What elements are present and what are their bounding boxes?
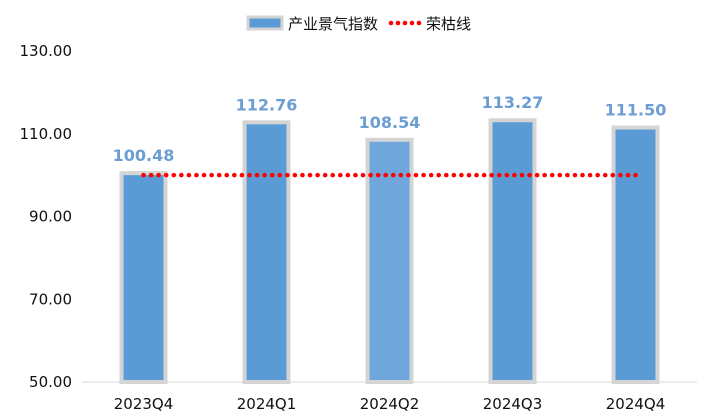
reference-line-dot xyxy=(247,172,252,178)
legend-label-bar: 产业景气指数 xyxy=(288,15,378,33)
reference-line-dot xyxy=(300,172,305,178)
y-tick-label: 70.00 xyxy=(29,290,72,308)
y-tick-label: 110.00 xyxy=(20,125,73,143)
data-label: 113.27 xyxy=(482,93,544,112)
reference-line-dot xyxy=(345,172,351,178)
reference-line-dot xyxy=(390,172,396,178)
bar-series xyxy=(119,118,660,385)
reference-line-dot xyxy=(209,172,214,178)
reference-line-dot xyxy=(618,172,623,178)
reference-line-dot xyxy=(625,172,631,178)
x-tick-label: 2024Q3 xyxy=(483,395,543,413)
reference-line-dot xyxy=(534,172,540,178)
reference-line-dot xyxy=(254,172,260,178)
reference-line-dot xyxy=(580,172,585,178)
reference-line-dot xyxy=(262,172,267,178)
reference-line-dot xyxy=(224,172,230,178)
reference-line-dot xyxy=(481,172,487,178)
reference-line-dot xyxy=(338,172,343,178)
y-axis: 50.00 70.00 90.00 110.00 130.00 xyxy=(20,42,73,391)
reference-line-dot xyxy=(504,172,510,178)
reference-line-dot xyxy=(232,172,237,178)
reference-line-dot xyxy=(171,172,177,178)
data-label: 100.48 xyxy=(113,146,175,165)
data-labels: 100.48 112.76 108.54 113.27 111.50 xyxy=(113,93,667,165)
reference-line-dot xyxy=(277,172,283,178)
reference-line-dot xyxy=(474,172,479,178)
reference-line-dot xyxy=(542,172,547,178)
reference-line-dot xyxy=(595,172,600,178)
reference-line-dot xyxy=(519,172,525,178)
reference-line-dot xyxy=(194,172,199,178)
reference-line-dot xyxy=(527,172,532,178)
reference-line-dot xyxy=(148,172,154,178)
reference-line-dot xyxy=(633,172,638,178)
bar xyxy=(119,171,168,384)
legend-swatch-line xyxy=(388,20,422,26)
reference-line-dot xyxy=(489,172,494,178)
reference-line-dot xyxy=(269,172,275,178)
reference-line-dot xyxy=(368,172,373,178)
reference-line-dot xyxy=(141,172,146,178)
x-tick-label: 2023Q4 xyxy=(114,395,174,413)
reference-line-dot xyxy=(557,172,563,178)
reference-line-dot xyxy=(239,172,245,178)
reference-line-dot xyxy=(436,172,442,178)
reference-line-dot xyxy=(451,172,457,178)
legend-label-line: 荣枯线 xyxy=(426,15,471,33)
bar xyxy=(242,120,291,384)
reference-line-dot xyxy=(375,172,381,178)
reference-line-dot xyxy=(383,172,389,178)
y-tick-label: 90.00 xyxy=(29,208,72,226)
reference-line xyxy=(141,172,638,178)
reference-line-dot xyxy=(587,172,593,178)
reference-line-dot xyxy=(398,172,404,178)
reference-line-dot xyxy=(315,172,320,178)
reference-line-dot xyxy=(330,172,336,178)
reference-line-dot xyxy=(201,172,207,178)
reference-line-dot xyxy=(466,172,472,178)
reference-line-dot xyxy=(572,172,578,178)
reference-line-dot xyxy=(156,172,161,178)
reference-line-dot xyxy=(443,172,449,178)
x-tick-label: 2024Q4 xyxy=(606,395,666,413)
reference-line-dot xyxy=(186,172,192,178)
legend-swatch-bar xyxy=(246,15,284,31)
reference-line-dot xyxy=(602,172,608,178)
reference-line-dot xyxy=(163,172,169,178)
reference-line-dot xyxy=(610,172,616,178)
y-tick-label: 130.00 xyxy=(20,42,73,60)
reference-line-dot xyxy=(360,172,366,178)
reference-line-dot xyxy=(512,172,517,178)
reference-line-dot xyxy=(549,172,555,178)
reference-line-dot xyxy=(428,172,434,178)
bar xyxy=(365,137,414,384)
reference-line-dot xyxy=(322,172,328,178)
y-tick-label: 50.00 xyxy=(29,373,72,391)
data-label: 108.54 xyxy=(359,113,421,132)
legend: 产业景气指数 荣枯线 xyxy=(246,15,471,33)
reference-line-dot xyxy=(216,172,222,178)
reference-line-dot xyxy=(413,172,419,178)
reference-line-dot xyxy=(496,172,502,178)
reference-line-dot xyxy=(179,172,184,178)
x-axis: 2023Q4 2024Q1 2024Q2 2024Q3 2024Q4 xyxy=(114,395,666,413)
bar xyxy=(611,125,660,384)
reference-line-dot xyxy=(459,172,464,178)
reference-line-dot xyxy=(565,172,570,178)
data-label: 111.50 xyxy=(605,101,667,120)
reference-line-dot xyxy=(406,172,411,178)
reference-line-dot xyxy=(292,172,298,178)
reference-line-dot xyxy=(353,172,358,178)
reference-line-dot xyxy=(421,172,426,178)
x-tick-label: 2024Q1 xyxy=(237,395,297,413)
data-label: 112.76 xyxy=(236,95,298,114)
bar xyxy=(488,118,537,385)
reference-line-dot xyxy=(307,172,313,178)
reference-line-dot xyxy=(285,172,290,178)
x-tick-label: 2024Q2 xyxy=(360,395,420,413)
